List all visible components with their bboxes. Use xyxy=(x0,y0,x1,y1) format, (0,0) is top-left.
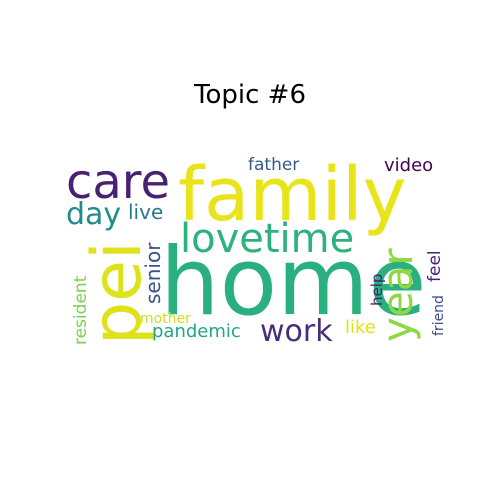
word-lovetime: lovetime xyxy=(180,216,354,262)
word-family: family xyxy=(178,152,406,238)
word-video: video xyxy=(384,155,433,176)
word-home: home xyxy=(160,228,427,337)
word-pandemic: pandemic xyxy=(152,321,241,342)
word-year: year xyxy=(373,248,422,342)
word-feel: feel xyxy=(425,250,445,282)
word-care: care xyxy=(66,154,170,210)
word-father: father xyxy=(248,155,299,175)
word-pei: pei xyxy=(78,241,157,345)
word-resident: resident xyxy=(71,275,91,345)
word-mother: mother xyxy=(140,311,191,327)
word-live: live xyxy=(128,200,163,224)
chart-title: Topic #6 xyxy=(194,80,306,110)
word-work: work xyxy=(260,314,333,349)
word-day: day xyxy=(66,197,121,232)
word-like: like xyxy=(345,317,376,338)
word-help: help xyxy=(368,274,386,306)
word-friend: friend xyxy=(431,295,447,336)
word-senior: senior xyxy=(141,242,165,304)
